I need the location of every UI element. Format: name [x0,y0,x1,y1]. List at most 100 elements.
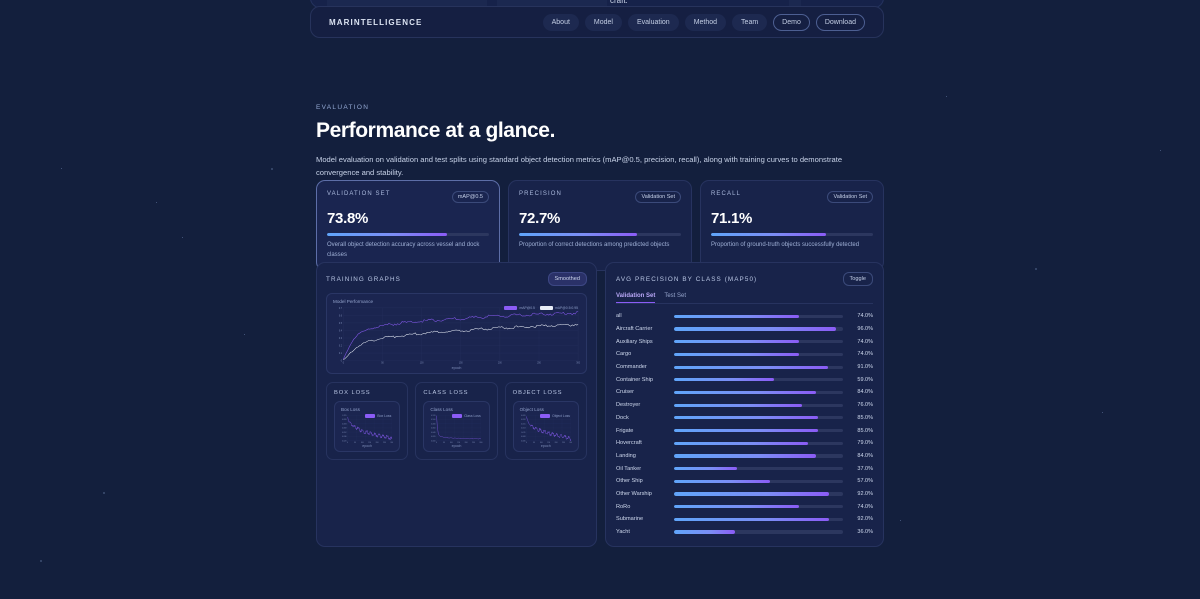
svg-text:0.115: 0.115 [342,415,346,417]
loss-card-title: BOX LOSS [334,390,371,397]
training-graphs-title: TRAINING GRAPHS [326,275,401,283]
class-name: Hovercraft [616,440,642,447]
nav-link-method[interactable]: Method [684,13,727,31]
class-value: 96.0% [857,326,873,333]
loss-card-title: CLASS LOSS [423,390,469,397]
legend-swatch-icon [540,414,551,419]
metric-progress-bar [711,233,873,236]
svg-text:100: 100 [450,442,453,444]
class-precision-list: all 74.0% Aircraft Carrier 96.0% Auxiliary S… [616,310,873,538]
class-value: 92.0% [857,490,873,497]
panels-row: TRAINING GRAPHS Smoothed Model Performan… [316,262,884,548]
svg-text:0.013: 0.013 [521,428,525,430]
class-name: Commander [616,364,647,371]
class-precision-row: all 74.0% [616,310,873,323]
tab-validation-set[interactable]: Validation Set [616,293,656,303]
svg-text:300: 300 [569,442,572,444]
svg-text:50: 50 [354,442,356,444]
metric-label: PRECISION [519,191,562,197]
nav-link-evaluation[interactable]: Evaluation [627,13,679,31]
svg-text:0.040: 0.040 [431,432,435,434]
page-title: Performance at a glance. [316,119,556,142]
metric-card-recall[interactable]: RECALL Validation Set 71.1% Proportion o… [700,180,884,271]
svg-text:100: 100 [539,442,542,444]
metric-label: RECALL [711,191,741,197]
metric-description: Proportion of correct detections among p… [519,242,670,248]
class-name: Container Ship [616,376,654,383]
section-description: Model evaluation on validation and test … [316,155,843,178]
class-value: 84.0% [857,389,873,396]
section-eyebrow: EVALUATION [316,104,370,111]
class-bar-track [674,530,843,534]
nav-link-team[interactable]: Team [732,13,768,31]
class-name: Dock [616,414,629,421]
metric-card-precision[interactable]: PRECISION Validation Set 72.7% Proportio… [508,180,692,271]
class-precision-row: Aircraft Carrier 96.0% [616,323,873,336]
svg-text:0: 0 [341,361,343,363]
loss-xlabel: epoch [540,444,551,449]
loss-chart-title: Box Loss [341,407,360,413]
class-bar-track [674,340,843,344]
class-bar-track [674,416,843,420]
svg-text:150: 150 [459,363,464,365]
class-precision-row: RoRo 74.0% [616,500,873,513]
smoothed-toggle-button[interactable]: Smoothed [547,272,587,286]
chart-xlabel: epoch [451,366,462,371]
svg-text:50: 50 [381,363,384,365]
metric-description: Overall object detection accuracy across… [327,242,480,258]
svg-text:0.080: 0.080 [431,424,435,426]
model-performance-chart: Model Performance 0 0.1 0.2 0.3 0.4 0.5 0.6 0.7… [326,293,587,375]
object-loss-card: OBJECT LOSS Object Loss 0.006 0.008 0.011 0… [504,382,587,461]
class-name: RoRo [616,503,631,510]
class-name: Cargo [616,351,632,358]
class-bar-track [674,378,843,382]
metric-label: VALIDATION SET [327,191,391,197]
svg-text:0.5: 0.5 [339,323,343,325]
class-value: 74.0% [857,503,873,510]
loss-legend: Box Loss [365,414,391,419]
legend-swatch-icon [452,414,463,419]
object-loss-plot: 0.006 0.008 0.011 0.013 0.015 0.018 0.020 0 50 10… [521,415,572,444]
metric-tag: Validation Set [635,191,681,203]
loss-xlabel: epoch [451,444,462,449]
metric-tag: Validation Set [827,191,873,203]
svg-text:0: 0 [436,442,437,444]
svg-text:0.020: 0.020 [342,441,346,443]
tab-test-set[interactable]: Test Set [664,293,687,299]
nav-link-download[interactable]: Download [815,13,865,31]
chart-title: Model Performance [333,299,374,304]
loss-chart-title: Object Loss [519,407,544,413]
nav-link-demo[interactable]: Demo [773,13,810,31]
class-precision-row: Landing 84.0% [616,450,873,463]
class-name: Auxiliary Ships [616,338,653,345]
class-value: 85.0% [857,414,873,421]
svg-text:250: 250 [537,363,542,365]
metric-card-validation-set[interactable]: VALIDATION SET mAP@0.5 73.8% Overall obj… [316,180,500,271]
class-bar-track [674,327,843,331]
svg-text:0.083: 0.083 [342,424,346,426]
svg-text:0: 0 [343,363,345,365]
svg-text:0.7: 0.7 [339,308,343,310]
training-graphs-panel: TRAINING GRAPHS Smoothed Model Performan… [316,262,597,548]
svg-text:0.000: 0.000 [431,441,435,443]
class-precision-row: Commander 91.0% [616,361,873,374]
svg-text:200: 200 [376,442,379,444]
metric-cards: VALIDATION SET mAP@0.5 73.8% Overall obj… [316,180,884,271]
class-value: 74.0% [857,338,873,345]
svg-text:0.018: 0.018 [521,419,525,421]
legend-item-map5095: mAP@0.5:0.95 [539,306,578,310]
class-value: 85.0% [857,427,873,434]
class-precision-row: Hovercraft 79.0% [616,437,873,450]
nav-link-about[interactable]: About [542,13,579,31]
brand-logo[interactable]: MARINTELLIGENCE [329,17,423,27]
svg-text:250: 250 [562,442,565,444]
nav-link-model[interactable]: Model [584,13,622,31]
class-value: 74.0% [857,351,873,358]
toggle-button[interactable]: Toggle [842,272,873,286]
class-precision-row: Yacht 36.0% [616,526,873,539]
class-bar-track [674,390,843,395]
metric-progress-bar [327,233,489,236]
avg-precision-title: AVG PRECISION BY CLASS (MAP50) [616,275,758,283]
class-loss-card: CLASS LOSS Class Loss 0.000 0.020 0.040 0.0… [415,382,498,461]
svg-text:300: 300 [576,363,580,365]
